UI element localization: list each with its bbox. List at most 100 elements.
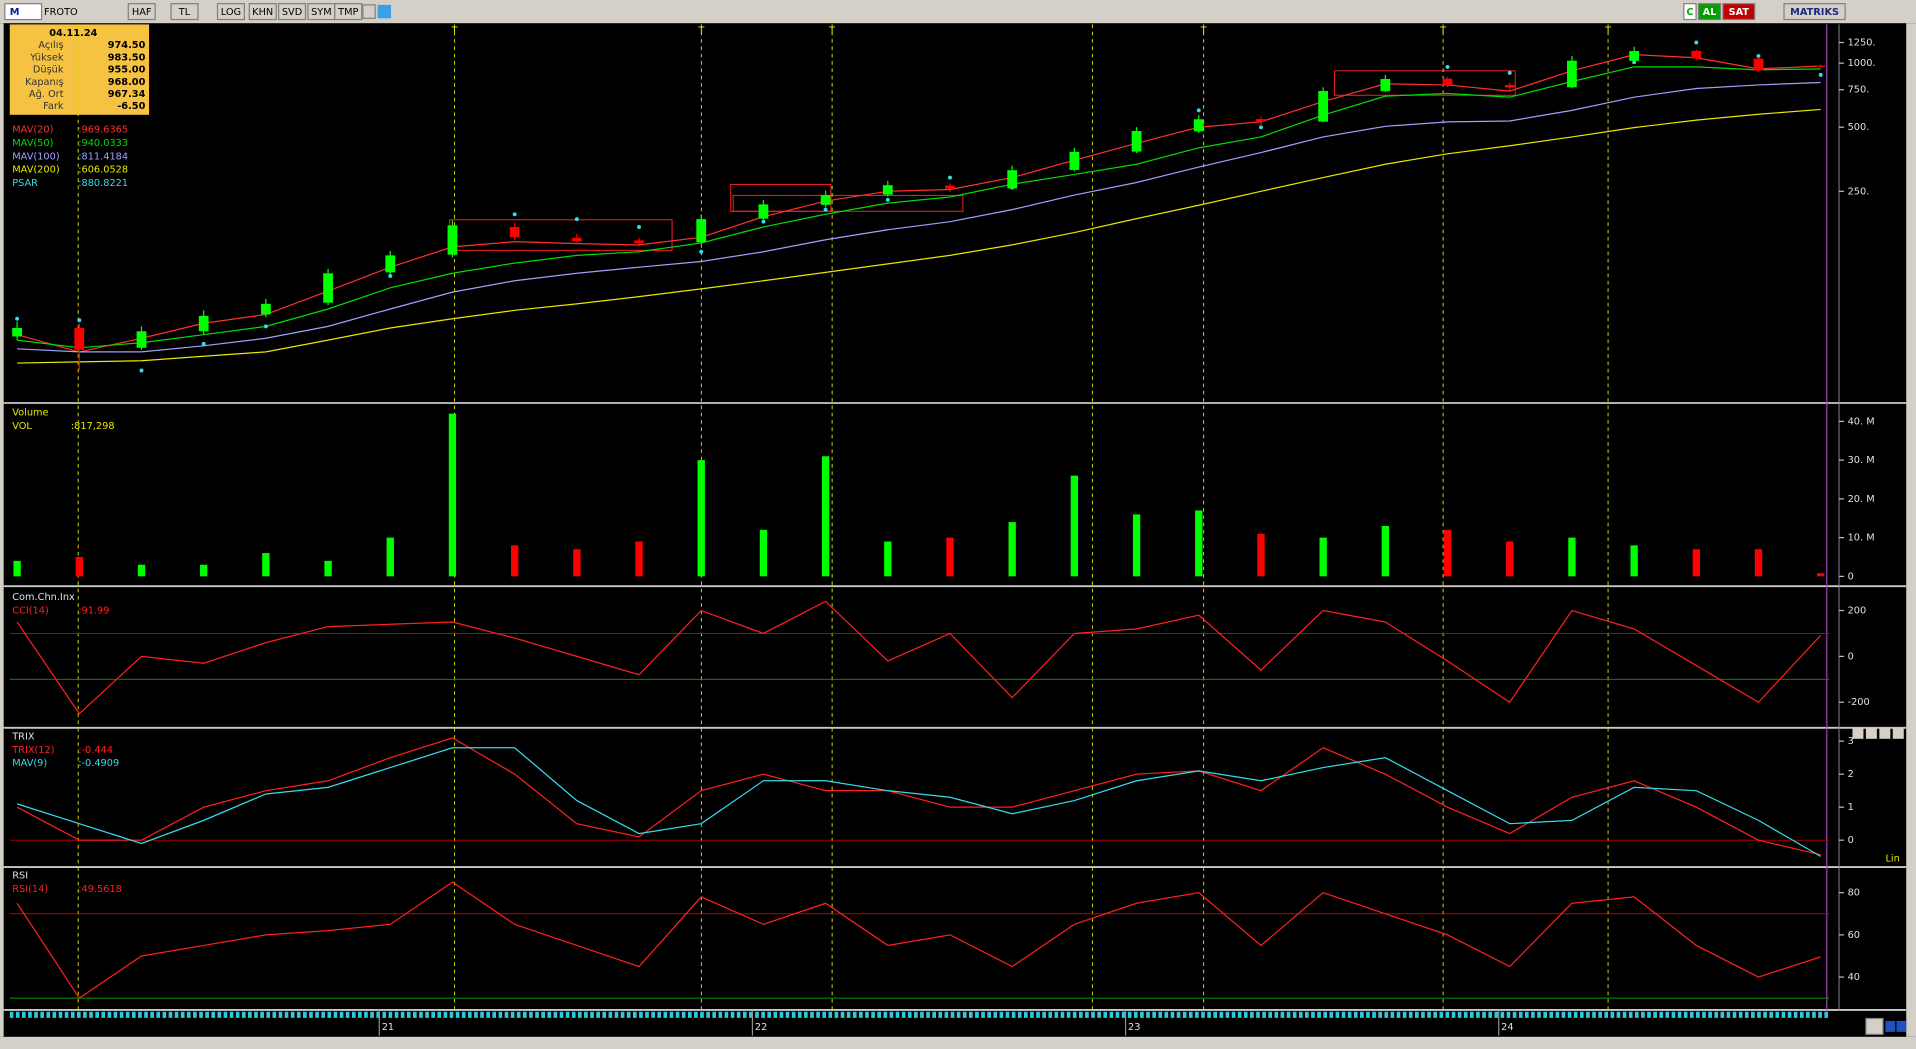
candle-body [447,225,458,255]
legend-name: MAV(9) [12,758,47,769]
toolbar-button[interactable] [170,3,199,21]
trix-window-buttons [1852,727,1904,739]
psar-dot [139,368,144,373]
psar-dot [885,197,890,202]
psar-dot [388,274,393,278]
volume-bar [1506,541,1514,577]
dropdown[interactable] [362,4,376,19]
volume-bar [946,537,954,577]
volume-bar [1070,475,1079,577]
volume-bar [759,529,768,577]
info-label: Fark [43,101,64,112]
y-tick-label: -200 [1848,697,1870,708]
pattern-boxes [449,70,1516,251]
info-label: Düşük [33,65,64,76]
psar-dot [637,224,641,229]
volume-bar [386,537,394,577]
toolbar-button[interactable] [216,3,245,21]
scroll-right[interactable] [1896,1020,1907,1032]
psar-dot [1694,40,1699,45]
y-tick-label: 0 [1848,571,1854,582]
toolbar-button-label: TL [178,7,191,18]
toolbar-button-label: MATRIKS [1790,7,1839,18]
psar-dot [823,207,828,212]
candle-body [509,226,520,238]
legend-name: MAV(20) [12,124,53,135]
scroll-icon[interactable] [1865,1017,1884,1035]
volume-bar [1319,537,1327,577]
y-tick-label: 0 [1848,651,1854,662]
legend-readout: :49.5618 [78,884,122,895]
toolbar-button-label: C [1686,7,1693,18]
logo-box [4,3,43,21]
volume-bar [324,560,332,577]
volume-bar [821,456,830,577]
info-label: Kapanış [25,77,63,88]
volume-bar [1195,510,1203,577]
candle-body [1318,90,1329,122]
series-line [16,881,1821,1000]
panel-title: TRIX [11,731,35,742]
candle-body [1069,151,1080,170]
legend-readout: :91.99 [78,606,109,617]
candle-body [882,185,893,195]
psar-dot [512,212,517,217]
volume-bar [13,560,21,577]
candle-body [1504,84,1515,88]
scale-label: Lin [1885,853,1899,864]
volume-bar [1692,549,1700,577]
legend-readout: :880.8221 [78,178,128,189]
event-marker: T [1439,26,1446,37]
candle-body [323,273,333,303]
legend-name: CCI(14) [12,606,49,617]
legend-readout: :940.0333 [78,138,128,149]
y-tick-label: 200 [1848,606,1867,617]
event-marker: T [697,26,704,37]
toolbar-button-label: KHN [252,7,273,18]
window-button[interactable] [1892,727,1904,739]
candle-body [945,185,955,189]
toolbar-button-label: AL [1703,7,1717,18]
volume-bar [1817,573,1825,577]
candle-body [696,219,707,243]
x-tick-label: 21 [382,1022,394,1033]
y-tick-label: 80 [1848,888,1860,899]
volume-bar [697,460,705,577]
psar-dot [574,217,579,222]
info-value: 968.00 [108,77,146,88]
info-label: Ağ. Ort [29,88,64,100]
window-button[interactable] [1852,727,1864,739]
toolbar-button[interactable] [248,3,277,21]
info-label: Açılış [38,40,63,51]
toolbar-button-label: SAT [1729,7,1750,18]
legend-name: RSI(14) [12,884,48,895]
toolbar-button[interactable] [1683,3,1697,21]
pattern-box [732,194,964,212]
window-button[interactable] [1865,727,1877,739]
series-line [16,737,1821,856]
psar-dot [1196,108,1201,113]
candle-body [1629,51,1639,61]
toolbar-button[interactable] [127,3,156,21]
bottom-frame [0,1036,1916,1049]
volume-bar [448,413,457,577]
window-button[interactable] [1879,727,1891,739]
psar-dot [77,318,82,323]
legend-name: MAV(200) [12,165,59,176]
legend-readout: :969.6365 [78,124,128,135]
volume-bar [75,556,83,577]
volume-bar [1630,545,1638,577]
scroll-left[interactable] [1885,1020,1896,1032]
y-tick-label: 1250. [1848,38,1876,49]
toolbar [0,0,1916,24]
psar-dot [1756,54,1761,58]
panel-title: RSI [12,871,28,882]
toolbar-button[interactable] [1722,3,1756,21]
twitter-icon[interactable] [377,4,392,19]
toolbar-button[interactable] [277,3,307,21]
toolbar-button[interactable] [1697,3,1722,21]
toolbar-button[interactable] [1783,3,1846,21]
toolbar-button[interactable] [334,3,363,21]
psar-dot [15,316,20,321]
